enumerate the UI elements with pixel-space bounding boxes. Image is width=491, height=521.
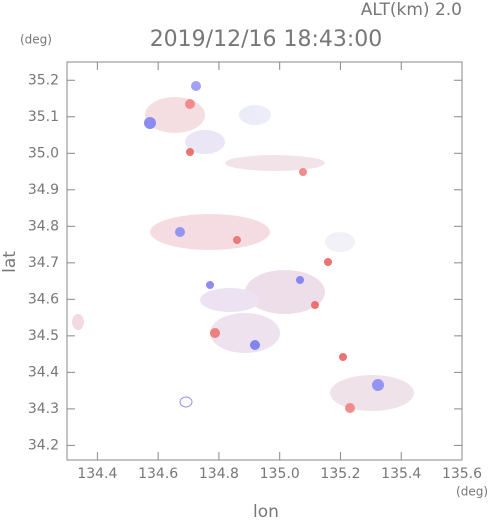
plot-frame [66,61,463,461]
y-tick-label: 34.6 [28,291,59,307]
y-tick-label: 34.2 [28,437,59,453]
y-tick-label: 34.9 [28,182,59,198]
x-axis-label: lon [253,502,279,521]
y-tick-label: 34.7 [28,255,59,271]
y-tick-label: 34.3 [28,401,59,417]
x-tick-label: 134.4 [77,466,117,482]
y-tick-label: 35.2 [28,72,59,88]
y-axis-label: lat [0,251,20,273]
echo-field [72,81,414,413]
y-tick-label: 34.8 [28,218,59,234]
x-tick-label: 134.6 [138,466,178,482]
y-unit: (deg) [20,33,52,47]
y-tick-label: 35.0 [28,145,59,161]
x-tick-label: 135.0 [260,466,300,482]
x-tick-label: 135.6 [442,466,482,482]
x-tick-label: 135.2 [320,466,360,482]
header: ALT(km) 2.0 [361,0,462,20]
x-tick-label: 135.4 [381,466,421,482]
chart-title: 2019/12/16 18:43:00 [150,27,383,52]
y-tick-label: 34.4 [28,364,59,380]
x-unit: (deg) [456,485,488,499]
x-tick-label: 134.8 [199,466,239,482]
y-tick-label: 34.5 [28,328,59,344]
y-tick-label: 35.1 [28,109,59,125]
